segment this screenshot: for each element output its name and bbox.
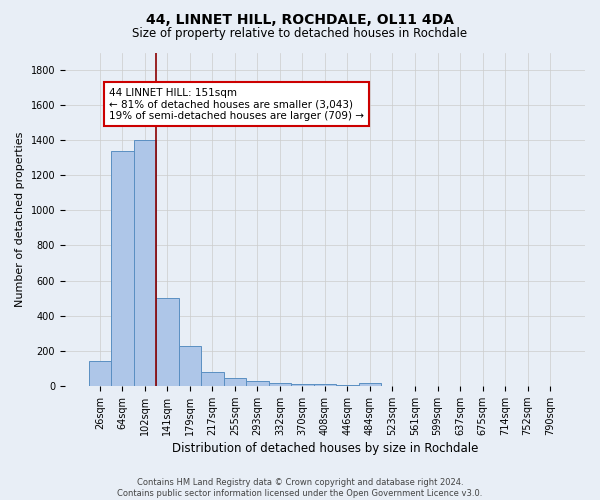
Bar <box>291 384 314 386</box>
Bar <box>314 384 336 386</box>
Bar <box>224 378 246 386</box>
Bar <box>246 381 269 386</box>
Text: 44, LINNET HILL, ROCHDALE, OL11 4DA: 44, LINNET HILL, ROCHDALE, OL11 4DA <box>146 12 454 26</box>
Bar <box>201 372 224 386</box>
Bar <box>89 360 111 386</box>
Bar <box>179 346 201 386</box>
Bar <box>359 382 381 386</box>
Bar <box>156 298 179 386</box>
Text: 44 LINNET HILL: 151sqm
← 81% of detached houses are smaller (3,043)
19% of semi-: 44 LINNET HILL: 151sqm ← 81% of detached… <box>109 88 364 121</box>
Text: Contains HM Land Registry data © Crown copyright and database right 2024.
Contai: Contains HM Land Registry data © Crown c… <box>118 478 482 498</box>
Text: Size of property relative to detached houses in Rochdale: Size of property relative to detached ho… <box>133 28 467 40</box>
Bar <box>269 382 291 386</box>
Bar <box>111 150 134 386</box>
Y-axis label: Number of detached properties: Number of detached properties <box>15 132 25 307</box>
X-axis label: Distribution of detached houses by size in Rochdale: Distribution of detached houses by size … <box>172 442 478 455</box>
Bar <box>336 385 359 386</box>
Bar <box>134 140 156 386</box>
